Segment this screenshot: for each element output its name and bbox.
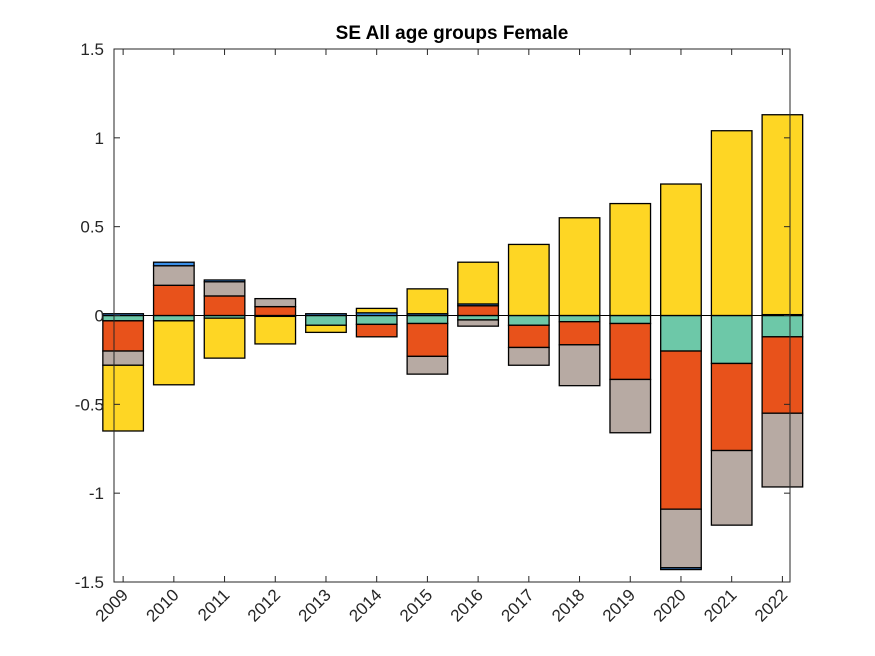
bar-segment-2012-series-5 bbox=[254, 315, 297, 345]
bar-segment-2020-series-2 bbox=[660, 350, 702, 510]
bar-segment-2020-series-3 bbox=[660, 508, 702, 569]
bar-segment-2011-series-3 bbox=[203, 281, 246, 297]
bar-segment-2014-series-1 bbox=[355, 314, 398, 326]
bar-segment-2018-series-2 bbox=[558, 321, 601, 346]
bar-segment-2010-series-2 bbox=[152, 284, 195, 317]
bar-segment-2020-series-1 bbox=[660, 314, 702, 352]
bar-segment-2017-series-5 bbox=[507, 243, 550, 317]
bar-segment-2019-series-1 bbox=[609, 314, 652, 325]
bar-segment-2021-series-2 bbox=[710, 362, 753, 452]
bar-segment-2022-series-3 bbox=[761, 412, 804, 488]
bar-segment-2016-series-3 bbox=[457, 319, 500, 327]
bar-segment-2009-series-1 bbox=[102, 314, 145, 322]
bar-segment-2016-series-1 bbox=[457, 314, 500, 321]
bar-segment-2018-series-3 bbox=[558, 344, 601, 387]
bar-segment-2017-series-1 bbox=[507, 314, 550, 326]
y-tick-label: -1 bbox=[89, 484, 104, 503]
bar-segment-2014-series-5 bbox=[355, 307, 398, 314]
bar-segment-2011-series-2 bbox=[203, 295, 246, 317]
bar-segment-2022-series-5 bbox=[761, 114, 804, 316]
bar-segment-2011-series-5 bbox=[203, 317, 246, 359]
y-tick-label: -0.5 bbox=[75, 395, 104, 414]
y-tick-label: 0.5 bbox=[80, 218, 104, 237]
y-axis: -1.5 -1 -0.5 0 0.5 1 1.5 bbox=[75, 40, 790, 592]
bar-segment-2020-series-5 bbox=[660, 183, 702, 317]
bar-segment-2020-series-4 bbox=[660, 567, 702, 571]
bar-segment-2010-series-4 bbox=[152, 261, 195, 267]
bar-segment-2016-series-2 bbox=[457, 305, 500, 317]
y-tick-label: 1 bbox=[95, 129, 104, 148]
bar-segment-2016-series-5 bbox=[457, 261, 500, 305]
bar-segment-2011-series-4 bbox=[203, 279, 246, 283]
bar-segment-2019-series-5 bbox=[609, 202, 652, 317]
bar-segment-2021-series-3 bbox=[710, 449, 753, 526]
bar-segment-2013-series-1 bbox=[305, 314, 347, 326]
bar-segment-2010-series-3 bbox=[152, 265, 195, 286]
bar-segment-2010-series-1 bbox=[152, 314, 195, 322]
bar-segment-2010-series-5 bbox=[152, 320, 195, 386]
bar-segment-2009-series-5 bbox=[102, 364, 145, 432]
bars-group bbox=[102, 114, 804, 571]
bar-segment-2018-series-5 bbox=[558, 217, 601, 317]
bar-segment-2019-series-3 bbox=[609, 378, 652, 434]
bar-segment-2009-series-2 bbox=[102, 320, 145, 352]
bar-segment-2022-series-1 bbox=[761, 314, 804, 338]
bar-segment-2015-series-2 bbox=[406, 322, 449, 358]
bar-segment-2021-series-5 bbox=[710, 130, 753, 317]
bar-segment-2014-series-2 bbox=[355, 323, 398, 338]
y-tick-label: 1.5 bbox=[80, 40, 104, 59]
bar-segment-2015-series-1 bbox=[406, 314, 449, 325]
chart-title: SE All age groups Female bbox=[336, 23, 569, 44]
y-tick-label: -1.5 bbox=[75, 573, 104, 592]
bar-segment-2018-series-1 bbox=[558, 314, 601, 323]
bar-segment-2013-series-5 bbox=[305, 324, 347, 334]
bar-segment-2012-series-2 bbox=[254, 305, 297, 317]
bar-segment-2015-series-3 bbox=[406, 355, 449, 375]
y-tick-label: 0 bbox=[95, 307, 104, 326]
bar-segment-2019-series-2 bbox=[609, 322, 652, 381]
bar-segment-2015-series-5 bbox=[406, 288, 449, 315]
bar-segment-2017-series-3 bbox=[507, 346, 550, 366]
bar-segment-2022-series-2 bbox=[761, 336, 804, 414]
bar-segment-2012-series-3 bbox=[254, 297, 297, 308]
bar-segment-2021-series-1 bbox=[710, 314, 753, 365]
bar-segment-2017-series-2 bbox=[507, 324, 550, 349]
bar-segment-2009-series-3 bbox=[102, 350, 145, 366]
